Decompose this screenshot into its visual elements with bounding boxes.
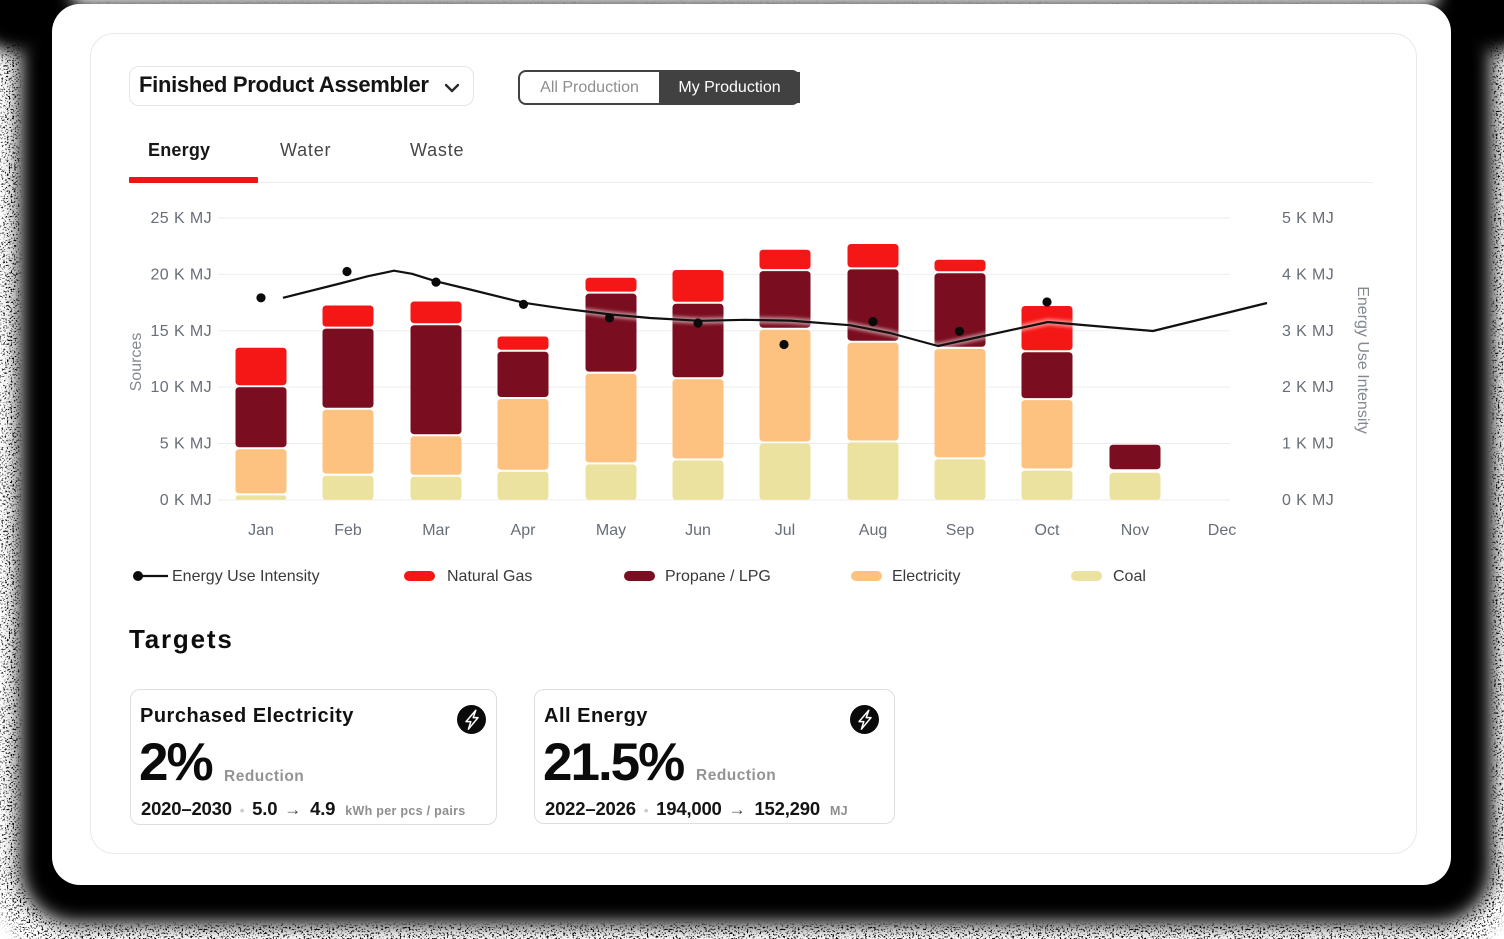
svg-text:15 K MJ: 15 K MJ <box>151 323 213 340</box>
svg-text:Mar: Mar <box>422 522 450 539</box>
svg-text:Oct: Oct <box>1035 522 1060 539</box>
svg-text:Sources: Sources <box>128 333 145 392</box>
svg-text:Feb: Feb <box>334 522 362 539</box>
svg-text:Jun: Jun <box>685 522 711 539</box>
svg-text:Jan: Jan <box>248 522 274 539</box>
svg-text:1 K MJ: 1 K MJ <box>1282 436 1334 453</box>
svg-text:Dec: Dec <box>1208 522 1236 539</box>
svg-text:2 K MJ: 2 K MJ <box>1282 379 1334 396</box>
svg-text:10 K MJ: 10 K MJ <box>151 379 213 396</box>
svg-text:Jul: Jul <box>775 522 795 539</box>
svg-text:20 K MJ: 20 K MJ <box>151 266 213 283</box>
svg-text:5 K MJ: 5 K MJ <box>1282 210 1334 227</box>
svg-text:May: May <box>596 522 626 539</box>
svg-text:0 K MJ: 0 K MJ <box>160 492 212 509</box>
svg-text:Sep: Sep <box>946 522 975 539</box>
svg-text:Energy Use Intensity: Energy Use Intensity <box>1354 286 1371 434</box>
svg-text:5 K MJ: 5 K MJ <box>160 436 212 453</box>
svg-text:Aug: Aug <box>859 522 887 539</box>
svg-text:Nov: Nov <box>1121 522 1149 539</box>
svg-text:0 K MJ: 0 K MJ <box>1282 492 1334 509</box>
svg-text:3 K MJ: 3 K MJ <box>1282 323 1334 340</box>
svg-text:25 K MJ: 25 K MJ <box>151 210 213 227</box>
svg-text:4 K MJ: 4 K MJ <box>1282 266 1334 283</box>
svg-text:Apr: Apr <box>511 522 537 539</box>
